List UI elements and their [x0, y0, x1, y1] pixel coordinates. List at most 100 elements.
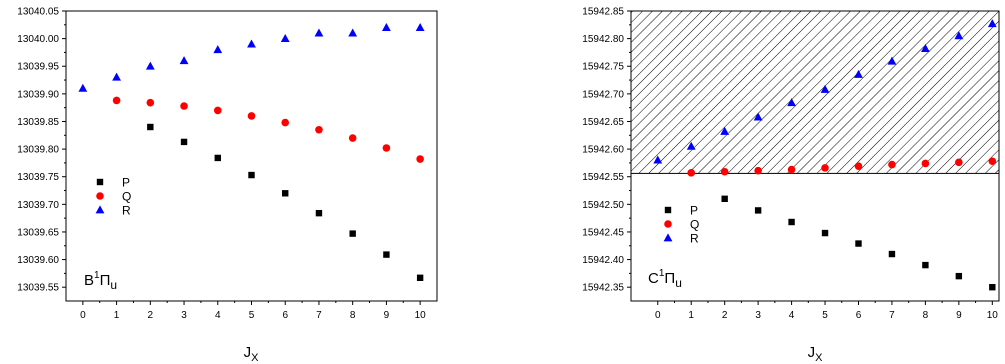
data-point-p [922, 261, 929, 269]
y-tick-label: 13040.05 [17, 7, 59, 18]
data-point-r [653, 155, 663, 164]
data-point-p [855, 240, 862, 247]
x-axis-label-base: J [808, 344, 816, 361]
x-tick-label: 6 [282, 310, 288, 321]
data-point-r [987, 19, 997, 28]
x-tick-label: 7 [316, 310, 322, 321]
x-tick-label: 9 [956, 310, 962, 321]
data-point-r [686, 141, 696, 150]
x-axis-label-sub: X [815, 352, 823, 364]
data-point-p [416, 274, 424, 281]
legend-marker-q [96, 192, 104, 200]
x-tick-label: 10 [987, 310, 999, 321]
data-point-p [214, 154, 221, 162]
legend-label-q: Q [122, 190, 131, 204]
data-point-p [989, 283, 996, 291]
data-point-r [247, 39, 256, 48]
y-tick-label: 15942.80 [582, 34, 624, 45]
x-tick-label: 2 [148, 310, 154, 321]
legend-marker-p [664, 206, 672, 214]
hatched-region [630, 10, 1000, 174]
chart-panel-b1pu: 13039.55 13039.60 13039.65 13039.70 13039.75… [17, 7, 438, 364]
state-label-sup: 1 [94, 270, 100, 281]
state-label-base: B [84, 272, 94, 289]
data-point-q [921, 159, 930, 168]
x-tick-label: 4 [215, 310, 221, 321]
state-label-sub: u [110, 278, 117, 292]
data-point-r [787, 98, 796, 107]
y-tick-label: 15942.60 [582, 145, 624, 156]
state-label-greek: Π [100, 272, 111, 289]
legend-marker-p [96, 178, 104, 186]
y-tick-label: 13039.80 [17, 145, 59, 156]
x-tick-label: 5 [249, 310, 255, 321]
x-axis-label: JX [808, 344, 824, 364]
y-tick-label: 15942.65 [582, 117, 624, 128]
data-point-r [887, 56, 897, 65]
data-point-q [955, 158, 963, 167]
state-label-base: C [648, 270, 659, 287]
legend-marker-r [663, 233, 673, 242]
x-tick-label: 8 [923, 310, 929, 321]
y-tick-label: 13039.90 [17, 89, 59, 100]
y-tick-label: 15942.75 [582, 62, 624, 73]
x-tick-label: 9 [384, 310, 390, 321]
x-tick-label: 2 [722, 310, 728, 321]
data-point-p [955, 272, 963, 280]
data-point-q [213, 106, 222, 115]
data-point-r [112, 72, 121, 81]
y-tick-label: 13039.75 [17, 172, 59, 183]
legend-marker-r [95, 205, 105, 214]
data-point-r [280, 34, 290, 43]
data-point-r [415, 22, 425, 31]
state-label-greek: Π [664, 270, 675, 287]
data-point-p [147, 123, 154, 131]
x-tick-label: 3 [181, 310, 187, 321]
data-point-q [180, 102, 188, 110]
state-label-sup: 1 [659, 268, 665, 279]
legend-label-r: R [122, 204, 131, 218]
data-point-r [753, 112, 763, 121]
data-point-p [888, 250, 896, 258]
x-tick-label: 3 [755, 310, 761, 321]
y-tick-label: 15942.85 [582, 7, 624, 18]
data-point-p [788, 218, 795, 226]
data-point-q [146, 98, 155, 107]
legend-label-q: Q [690, 218, 699, 232]
y-tick-label: 15942.40 [582, 255, 624, 266]
data-point-r [348, 28, 358, 37]
data-point-r [78, 83, 88, 92]
x-tick-label: 5 [822, 310, 828, 321]
chart-panel-c1pu: 15942.35 15942.40 15942.45 15942.50 15942.55… [582, 7, 1000, 364]
x-axis-label-sub: X [251, 352, 259, 364]
x-tick-label: 7 [889, 310, 895, 321]
x-tick-label: 1 [114, 310, 120, 321]
y-tick-label: 13039.85 [17, 117, 59, 128]
y-tick-label: 15942.45 [582, 227, 624, 238]
data-point-r [382, 22, 391, 31]
y-tick-label: 15942.55 [582, 172, 624, 183]
y-tick-label: 13039.60 [17, 255, 59, 266]
legend-label-p: P [690, 204, 698, 218]
plot-frame [65, 10, 438, 302]
data-point-r [213, 45, 223, 54]
data-point-q [315, 125, 323, 134]
data-point-r [179, 56, 189, 65]
data-point-q [720, 167, 729, 176]
data-point-q [416, 155, 424, 163]
data-point-p [282, 190, 289, 197]
data-point-q [112, 96, 121, 105]
data-point-q [787, 165, 796, 174]
data-point-p [180, 138, 188, 146]
x-tick-label: 6 [856, 310, 862, 321]
data-point-p [721, 195, 728, 203]
y-tick-label: 13039.95 [17, 62, 59, 73]
panel-state-label: B1Πu [84, 270, 117, 292]
data-point-q [247, 112, 256, 120]
data-point-q [888, 160, 896, 169]
data-point-q [988, 157, 997, 166]
y-tick-label: 13040.00 [17, 34, 59, 45]
legend-marker-q [664, 220, 672, 228]
legend-label-p: P [122, 176, 130, 190]
